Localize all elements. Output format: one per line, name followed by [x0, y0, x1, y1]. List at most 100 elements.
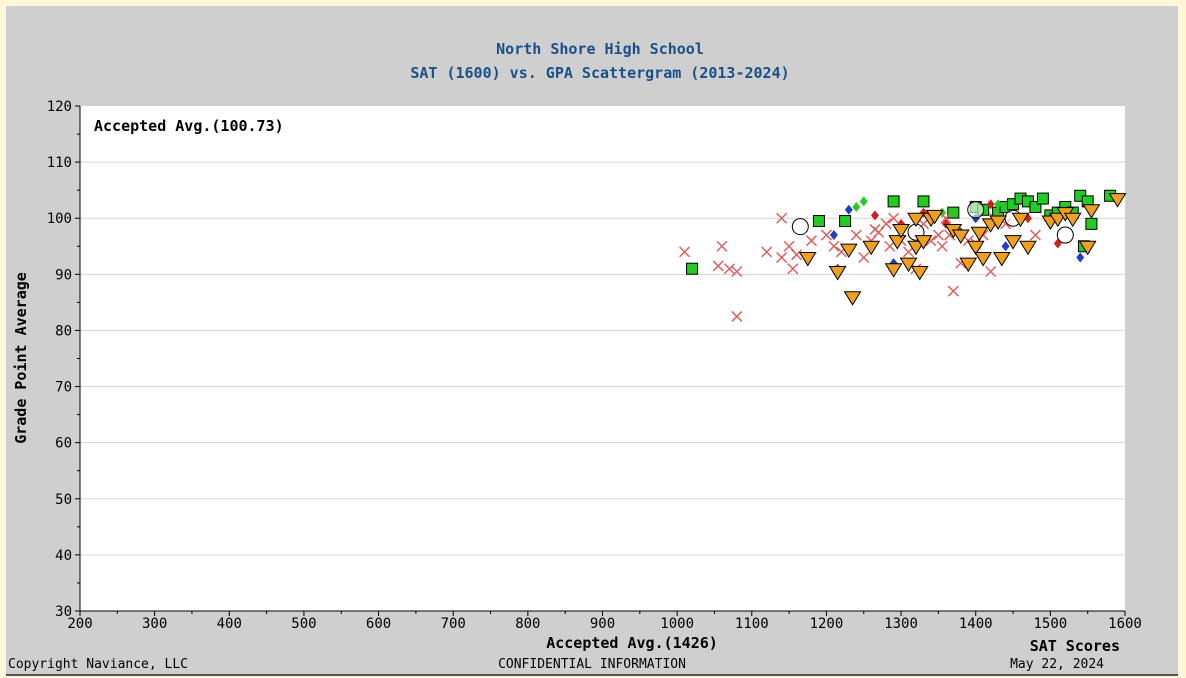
x-tick-label: 200: [67, 616, 92, 632]
x-tick-label: 900: [590, 616, 615, 632]
point-x: [723, 263, 735, 275]
point-x: [761, 246, 773, 258]
point-x: [776, 212, 788, 224]
point-square: [887, 195, 900, 208]
point-diamond: [994, 199, 1003, 210]
x-tick-label: 500: [291, 616, 316, 632]
point-triangle: [1082, 204, 1101, 219]
date-text: May 22, 2024: [1010, 657, 1104, 672]
point-diamond: [986, 199, 995, 210]
scattergram-chart: North Shore High School SAT (1600) vs. G…: [6, 40, 1178, 676]
point-square: [812, 215, 825, 228]
point-x: [716, 240, 728, 252]
point-square: [1085, 217, 1098, 230]
point-x: [888, 212, 900, 224]
point-triangle: [907, 212, 925, 228]
y-tick-label: 100: [47, 211, 72, 227]
point-x: [731, 265, 743, 278]
point-x: [932, 229, 944, 241]
point-diamond: [859, 196, 868, 207]
x-tick-label: 1000: [660, 616, 694, 632]
point-x: [679, 246, 691, 258]
point-triangle: [828, 266, 847, 281]
point-x: [1029, 229, 1041, 241]
x-tick-label: 700: [441, 616, 466, 632]
point-circle: [791, 218, 809, 236]
point-x: [947, 285, 959, 297]
plot-area: [80, 106, 1125, 611]
point-x: [884, 240, 896, 252]
x-tick-label: 1200: [810, 616, 844, 632]
chart-panel: North Shore High School SAT (1600) vs. G…: [6, 6, 1178, 676]
point-triangle: [910, 266, 929, 281]
point-square: [947, 206, 960, 219]
y-tick-label: 90: [55, 267, 72, 283]
point-x: [805, 235, 818, 247]
x-tick-label: 1300: [884, 616, 918, 632]
chart-title: North Shore High School: [496, 40, 704, 58]
point-triangle: [884, 263, 903, 278]
point-x: [936, 240, 948, 252]
point-circle: [967, 201, 985, 219]
point-triangle: [914, 235, 933, 250]
point-x: [776, 251, 788, 264]
x-axis-label: SAT Scores: [1030, 637, 1120, 655]
point-diamond: [870, 210, 879, 221]
y-tick-label: 120: [47, 99, 72, 115]
point-diamond: [1001, 241, 1010, 252]
point-triangle: [970, 226, 989, 242]
point-x: [903, 246, 915, 258]
y-tick-label: 110: [47, 155, 72, 171]
point-triangle: [1019, 240, 1037, 256]
point-circle: [1056, 226, 1074, 244]
sat-average-annotation: Accepted Avg.(1426): [546, 634, 718, 652]
point-triangle: [959, 257, 978, 273]
y-tick-label: 30: [55, 604, 72, 620]
point-triangle: [989, 215, 1008, 230]
point-triangle: [1108, 193, 1127, 208]
confidential-text: CONFIDENTIAL INFORMATION: [498, 657, 686, 672]
x-tick-label: 1100: [735, 616, 769, 632]
point-triangle: [839, 243, 858, 259]
point-triangle: [974, 252, 993, 267]
chart-subtitle: SAT (1600) vs. GPA Scattergram (2013-202…: [410, 64, 789, 82]
copyright-text: Copyright Naviance, LLC: [8, 657, 188, 672]
point-triangle: [1004, 235, 1022, 250]
point-triangle: [925, 209, 944, 225]
point-square: [686, 262, 699, 275]
x-tick-label: 300: [142, 616, 167, 632]
point-x: [858, 251, 870, 264]
point-square: [1036, 192, 1049, 205]
x-tick-label: 400: [217, 616, 242, 632]
point-triangle: [966, 240, 985, 256]
point-x: [791, 249, 803, 261]
y-tick-label: 70: [55, 380, 72, 396]
point-triangle: [907, 240, 925, 256]
point-triangle: [862, 240, 881, 256]
point-triangle: [1011, 212, 1030, 228]
point-x: [940, 212, 952, 224]
point-triangle: [1048, 212, 1067, 228]
point-square: [917, 195, 930, 208]
point-triangle: [892, 223, 910, 239]
point-x: [985, 265, 997, 278]
point-triangle: [798, 252, 817, 267]
point-diamond: [1076, 252, 1085, 263]
point-diamond: [829, 230, 838, 241]
point-triangle: [888, 235, 907, 250]
point-diamond: [852, 202, 861, 212]
y-tick-label: 80: [55, 323, 72, 339]
point-square: [1029, 201, 1042, 213]
point-x: [828, 240, 840, 252]
point-x: [787, 263, 799, 275]
y-tick-label: 50: [55, 492, 72, 508]
point-x: [850, 229, 862, 241]
point-triangle: [899, 257, 918, 273]
point-triangle: [1078, 240, 1097, 256]
y-axis-label: Grade Point Average: [12, 272, 30, 444]
point-triangle: [843, 291, 862, 306]
point-diamond: [844, 204, 853, 215]
point-x: [731, 310, 743, 322]
x-tick-label: 800: [515, 616, 540, 632]
point-triangle: [951, 229, 970, 245]
